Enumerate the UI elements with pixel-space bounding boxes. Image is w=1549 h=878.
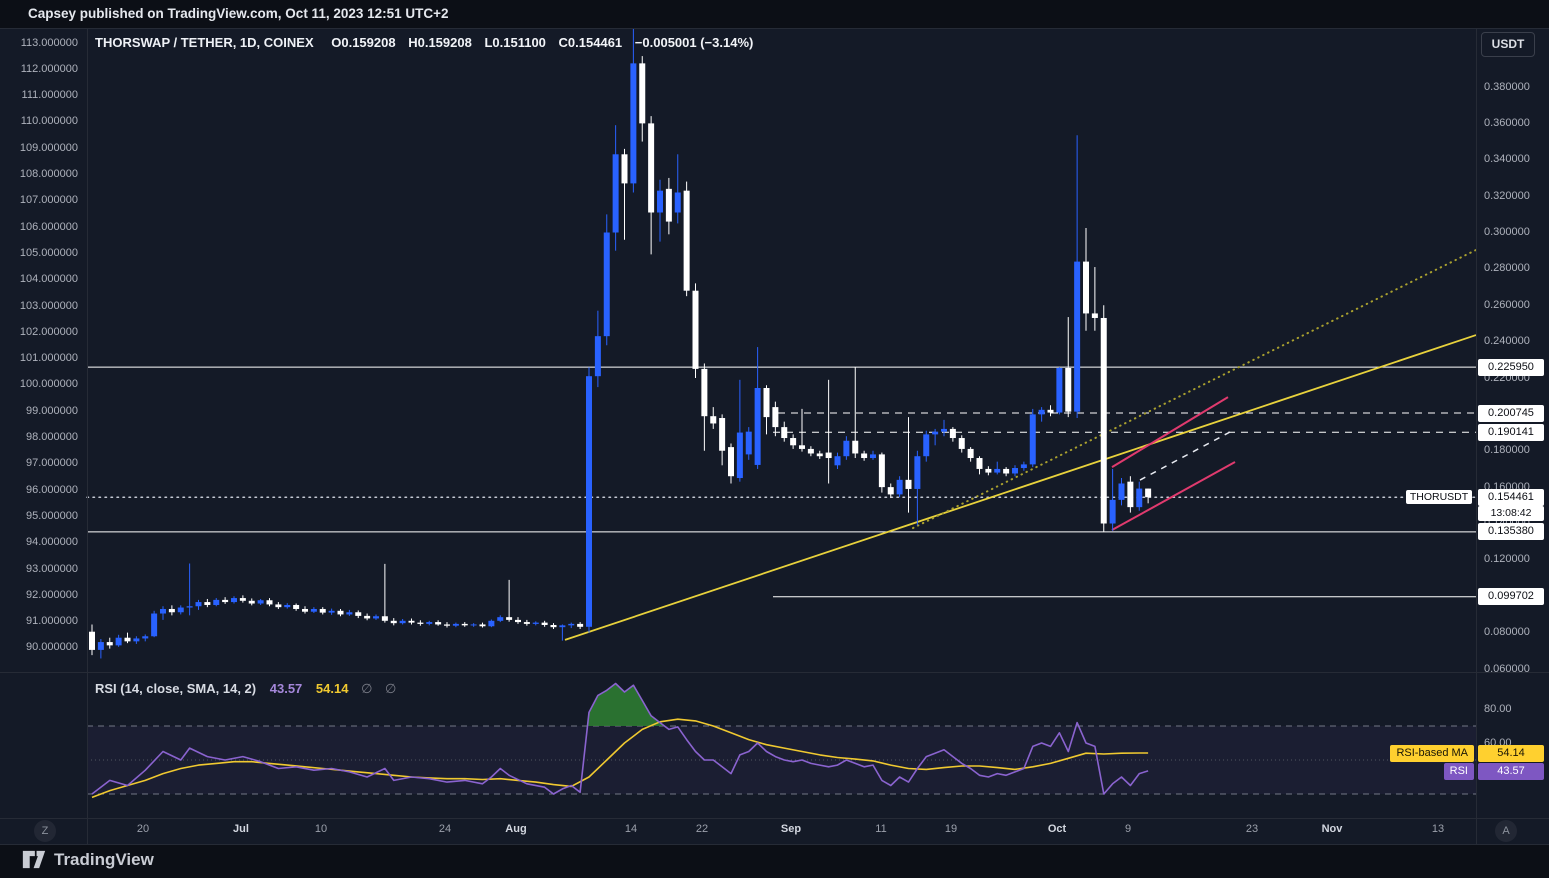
right-axis-label: 0.280000 xyxy=(1484,262,1530,275)
left-axis-label: 106.000000 xyxy=(19,220,78,233)
right-axis-label: 0.120000 xyxy=(1484,553,1530,566)
left-axis-label: 108.000000 xyxy=(19,168,78,181)
time-axis-label: 13 xyxy=(1431,823,1445,835)
time-axis-label: Nov xyxy=(1321,823,1343,835)
left-axis-label: 101.000000 xyxy=(19,352,78,365)
time-scale[interactable] xyxy=(87,818,1476,844)
left-axis-label: 113.000000 xyxy=(20,36,78,49)
currency-toggle-button[interactable]: USDT xyxy=(1481,32,1535,57)
left-axis-label: 102.000000 xyxy=(19,325,78,338)
left-axis-label: 98.000000 xyxy=(26,431,78,444)
legend-change: −0.005001 (−3.14%) xyxy=(634,35,754,50)
rsi-pane[interactable] xyxy=(87,672,1476,818)
chart-legend: THORSWAP / TETHER, 1D, COINEX O0.159208 … xyxy=(95,35,762,50)
left-axis-label: 90.000000 xyxy=(26,641,78,654)
left-axis-label: 111.000000 xyxy=(21,89,78,102)
right-axis-label: 0.300000 xyxy=(1484,226,1530,238)
legend-close: C0.154461 xyxy=(558,35,623,50)
left-axis-label: 104.000000 xyxy=(19,273,78,286)
left-axis-divider xyxy=(87,28,88,844)
right-axis-label: 0.360000 xyxy=(1484,116,1530,129)
left-axis-label: 110.000000 xyxy=(20,115,78,128)
rsi-badge-value: 43.57 xyxy=(1478,763,1544,780)
left-axis-label: 103.000000 xyxy=(19,299,78,312)
rsi-axis-label: 80.00 xyxy=(1484,702,1512,715)
time-axis-label: 23 xyxy=(1245,823,1259,835)
left-axis-label: 100.000000 xyxy=(19,378,78,391)
time-axis-label: Oct xyxy=(1047,823,1067,835)
price-level-badge: 0.099702 xyxy=(1478,588,1544,606)
legend-open: O0.159208 xyxy=(331,35,396,50)
left-axis-label: 91.000000 xyxy=(26,615,78,628)
right-axis-label: 0.240000 xyxy=(1484,335,1530,348)
pane-divider xyxy=(0,672,1549,673)
price-level-badge: 0.225950 xyxy=(1478,358,1544,376)
left-axis-label: 96.000000 xyxy=(26,483,78,496)
time-axis-label: 24 xyxy=(438,823,452,835)
rsi-ma-badge-label: RSI-based MA xyxy=(1390,745,1474,762)
price-level-badge: 0.190141 xyxy=(1478,423,1544,441)
time-axis-label: 11 xyxy=(875,823,887,835)
time-axis-divider xyxy=(0,818,1549,819)
price-pane[interactable] xyxy=(87,28,1476,672)
time-axis-label: Jul xyxy=(233,823,249,835)
left-axis-label: 97.000000 xyxy=(26,457,78,470)
right-axis-label: 0.340000 xyxy=(1484,153,1530,166)
left-axis-label: 94.000000 xyxy=(26,536,78,549)
topbar-divider xyxy=(0,28,1549,29)
right-axis-label: 0.260000 xyxy=(1484,298,1530,311)
price-scale[interactable] xyxy=(1476,28,1549,818)
left-axis-label: 99.000000 xyxy=(26,404,78,417)
time-axis-label: 22 xyxy=(695,823,709,835)
time-axis-label: 14 xyxy=(624,823,638,835)
timezone-button[interactable]: Z xyxy=(34,820,56,842)
left-axis-label: 92.000000 xyxy=(26,588,78,601)
time-axis-label: 9 xyxy=(1124,823,1132,835)
rsi-badge-label: RSI xyxy=(1443,763,1474,780)
right-axis-label: 0.320000 xyxy=(1484,189,1530,202)
tradingview-logo-text: TradingView xyxy=(54,849,154,869)
right-axis-label: 0.060000 xyxy=(1484,662,1530,675)
rsi-ma-badge-value: 54.14 xyxy=(1478,745,1544,762)
legend-low: L0.151100 xyxy=(484,35,546,50)
left-axis-label: 105.000000 xyxy=(19,246,78,259)
time-axis-label: 10 xyxy=(314,823,328,835)
right-axis-label: 0.080000 xyxy=(1484,626,1530,639)
right-axis-label: 0.180000 xyxy=(1484,444,1530,457)
bar-countdown: 13:08:42 xyxy=(1478,506,1544,521)
left-axis-label: 112.000000 xyxy=(20,62,78,75)
time-axis-label: Sep xyxy=(780,823,802,835)
left-axis-label: 107.000000 xyxy=(19,194,78,207)
right-axis-label: 0.380000 xyxy=(1484,80,1530,93)
time-axis-label: Aug xyxy=(505,823,527,835)
price-level-badge: 0.135380 xyxy=(1478,523,1544,541)
auto-scale-button[interactable]: A xyxy=(1495,820,1517,842)
price-level-badge: 0.200745 xyxy=(1478,404,1544,422)
left-axis-label: 109.000000 xyxy=(19,141,78,154)
frame-bottom-divider xyxy=(0,844,1549,845)
symbol-title[interactable]: THORSWAP / TETHER, 1D, COINEX xyxy=(95,35,314,50)
time-axis-label: 20 xyxy=(136,823,150,835)
published-by-text: Capsey published on TradingView.com, Oct… xyxy=(28,6,449,21)
tradingview-logo[interactable]: TradingView xyxy=(22,849,154,870)
left-axis-label: 93.000000 xyxy=(26,562,78,575)
tradingview-logo-icon xyxy=(22,850,46,869)
time-axis-label: 19 xyxy=(944,823,958,835)
legend-high: H0.159208 xyxy=(408,35,472,50)
left-axis-label: 95.000000 xyxy=(26,509,78,522)
price-level-badge: 0.154461 xyxy=(1478,488,1544,506)
